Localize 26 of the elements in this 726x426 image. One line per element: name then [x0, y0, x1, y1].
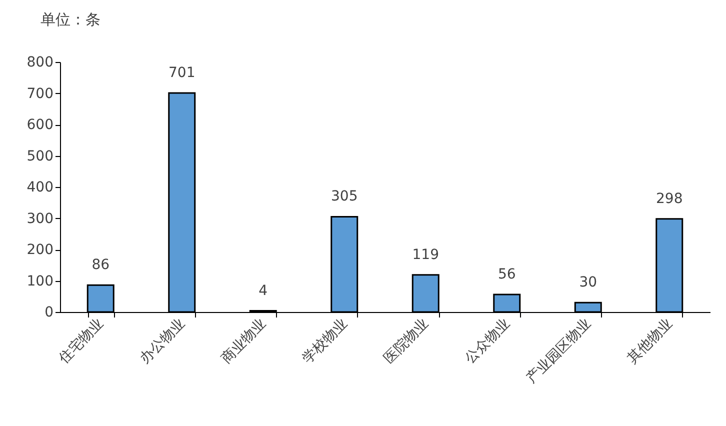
x-tick-label: 商业物业 — [218, 316, 270, 367]
x-tick-label: 医院物业 — [380, 316, 432, 367]
y-axis-title: 单位：条 — [40, 10, 100, 28]
data-label: 298 — [656, 190, 683, 207]
x-tick-label: 其他物业 — [624, 316, 676, 367]
x-tick-label: 办公物业 — [137, 316, 188, 367]
y-tick-label: 500 — [26, 148, 54, 164]
y-tick-label: 600 — [26, 117, 54, 133]
y-tick-label: 200 — [26, 242, 54, 258]
y-tick-label: 100 — [26, 273, 54, 290]
y-tick-label: 0 — [44, 304, 54, 320]
data-label: 30 — [579, 274, 598, 291]
y-tick-label: 400 — [26, 180, 54, 196]
x-tick-label: 学校物业 — [300, 316, 351, 367]
y-tick-label: 300 — [26, 210, 54, 227]
x-tick-label: 公众物业 — [462, 316, 514, 367]
data-label: 701 — [168, 64, 196, 81]
data-label: 56 — [498, 266, 516, 282]
data-label: 4 — [258, 282, 268, 299]
data-label: 86 — [92, 257, 110, 274]
x-tick-label: 产业园区物业 — [524, 316, 594, 387]
y-tick-label: 800 — [26, 54, 54, 70]
y-tick-label: 700 — [26, 86, 54, 102]
data-label: 119 — [412, 246, 439, 263]
x-tick-label: 住宅物业 — [55, 316, 107, 368]
data-label: 305 — [331, 188, 358, 205]
